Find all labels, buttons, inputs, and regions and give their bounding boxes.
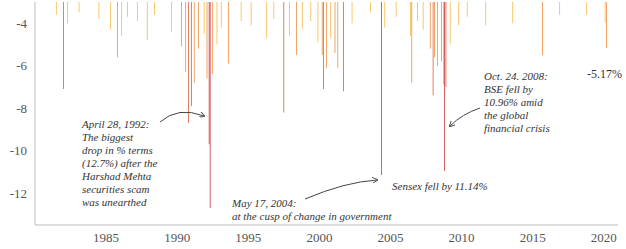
svg-text:May 17, 2004:at the cusp of ch: May 17, 2004:at the cusp of change in go… <box>231 197 392 222</box>
svg-text:-5.17%: -5.17% <box>587 67 618 81</box>
svg-text:2020: 2020 <box>591 230 617 245</box>
svg-text:-12: -12 <box>10 186 27 201</box>
svg-text:-8: -8 <box>16 101 27 116</box>
svg-text:2010: 2010 <box>449 230 475 245</box>
svg-text:April 28, 1992:The biggestdrop: April 28, 1992:The biggestdrop in % term… <box>81 118 158 208</box>
svg-text:2000: 2000 <box>306 230 332 245</box>
svg-text:-10: -10 <box>10 143 27 158</box>
svg-text:1990: 1990 <box>164 230 190 245</box>
svg-text:1985: 1985 <box>93 230 119 245</box>
svg-text:Sensex fell by 11.14%: Sensex fell by 11.14% <box>392 180 488 192</box>
svg-text:1995: 1995 <box>235 230 261 245</box>
svg-text:2005: 2005 <box>377 230 403 245</box>
svg-text:Oct. 24. 2008:BSE fell by10.96: Oct. 24. 2008:BSE fell by10.96% amidthe … <box>484 70 550 134</box>
svg-text:-4: -4 <box>16 16 27 31</box>
svg-text:2015: 2015 <box>520 230 546 245</box>
svg-text:-6: -6 <box>16 58 27 73</box>
